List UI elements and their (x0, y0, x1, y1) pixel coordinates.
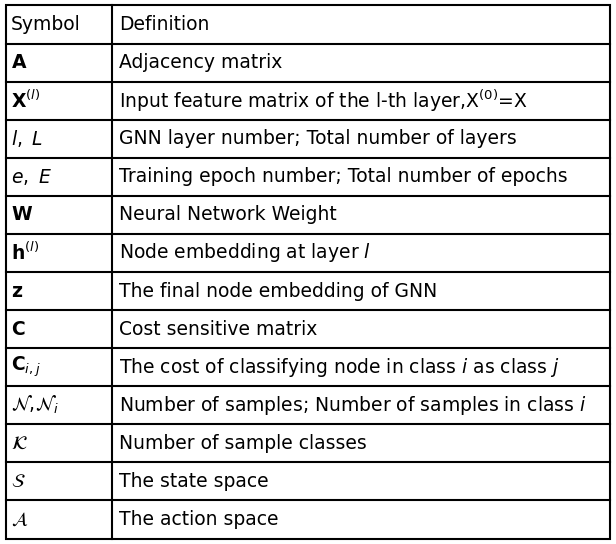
Text: The state space: The state space (120, 472, 269, 491)
Text: Number of sample classes: Number of sample classes (120, 434, 367, 453)
Text: $\mathcal{S}$: $\mathcal{S}$ (11, 472, 26, 491)
Text: $\mathbf{A}$: $\mathbf{A}$ (11, 53, 28, 72)
Text: $\mathbf{C}_{i,j}$: $\mathbf{C}_{i,j}$ (11, 355, 41, 380)
Text: $\mathbf{h}^{(l)}$: $\mathbf{h}^{(l)}$ (11, 242, 39, 264)
Text: $\mathcal{N},\!\mathcal{N}_i$: $\mathcal{N},\!\mathcal{N}_i$ (11, 394, 59, 416)
Text: Node embedding at layer $l$: Node embedding at layer $l$ (120, 242, 371, 264)
Text: Training epoch number; Total number of epochs: Training epoch number; Total number of e… (120, 168, 568, 186)
Text: Neural Network Weight: Neural Network Weight (120, 206, 337, 224)
Text: Symbol: Symbol (11, 15, 81, 34)
Text: Input feature matrix of the l-th layer,X$^{(0)}$=X: Input feature matrix of the l-th layer,X… (120, 88, 528, 114)
Text: The action space: The action space (120, 510, 278, 529)
Text: Adjacency matrix: Adjacency matrix (120, 53, 283, 72)
Text: Definition: Definition (120, 15, 209, 34)
Text: GNN layer number; Total number of layers: GNN layer number; Total number of layers (120, 129, 517, 148)
Text: $\mathbf{W}$: $\mathbf{W}$ (11, 206, 33, 224)
Text: The final node embedding of GNN: The final node embedding of GNN (120, 282, 437, 300)
Text: $\mathcal{A}$: $\mathcal{A}$ (11, 510, 28, 529)
Text: $l,\ L$: $l,\ L$ (11, 128, 43, 149)
Text: The cost of classifying node in class $i$ as class $j$: The cost of classifying node in class $i… (120, 356, 560, 379)
Text: $e,\ E$: $e,\ E$ (11, 167, 52, 187)
Text: $\mathcal{K}$: $\mathcal{K}$ (11, 434, 28, 453)
Text: Number of samples; Number of samples in class $i$: Number of samples; Number of samples in … (120, 394, 586, 417)
Text: $\mathbf{C}$: $\mathbf{C}$ (11, 320, 26, 338)
Text: Cost sensitive matrix: Cost sensitive matrix (120, 320, 318, 338)
Text: $\mathbf{z}$: $\mathbf{z}$ (11, 282, 23, 300)
Text: $\mathbf{X}^{(l)}$: $\mathbf{X}^{(l)}$ (11, 90, 41, 112)
